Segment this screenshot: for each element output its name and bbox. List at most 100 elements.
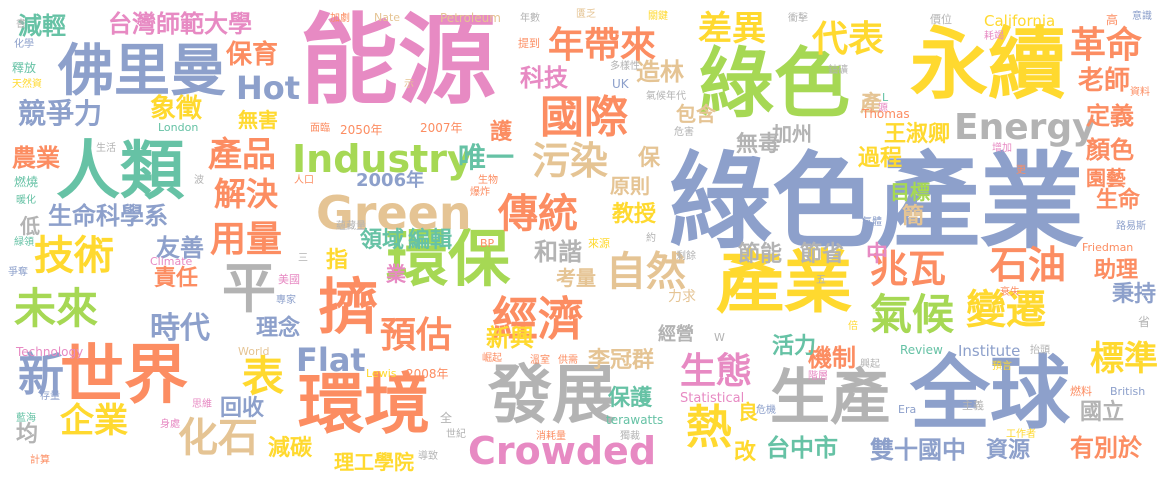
- word-century: 世紀: [446, 429, 466, 440]
- word-development: 發展: [488, 359, 616, 433]
- word-stock: 存量: [40, 391, 60, 402]
- word-vitality: 活力: [772, 334, 817, 359]
- word-key: 關鍵: [648, 11, 668, 22]
- word-energy-saving: 節能: [738, 242, 783, 267]
- word-thomas: Thomas: [862, 107, 910, 121]
- word-sustainable: 永續: [910, 20, 1067, 110]
- word-strive: 力求: [668, 289, 696, 305]
- word-increase: 增加: [992, 143, 1012, 154]
- word-year-brings: 年帶來: [548, 25, 657, 66]
- word-supply-demand: 供需: [558, 355, 578, 366]
- word-era-zh: 時代: [150, 311, 210, 346]
- word-difference: 差異: [698, 9, 766, 49]
- word-fossil: 化石: [178, 415, 258, 461]
- word-green-industry: 綠色產業: [668, 141, 1085, 263]
- word-hot-zh: 熱: [686, 400, 732, 454]
- word-cause: 導致: [418, 451, 438, 462]
- word-national: 國立: [1080, 400, 1125, 425]
- word-principle: 原則: [610, 174, 650, 198]
- word-release: 釋放: [12, 61, 37, 75]
- word-eco: 環保: [386, 222, 511, 295]
- word-emerging: 新興: [486, 324, 534, 352]
- word-even: 均: [16, 422, 39, 447]
- word-more: 更: [1016, 165, 1026, 176]
- word-green-collar: 緑領: [14, 237, 34, 248]
- word-change-gai: 改: [734, 440, 757, 465]
- word-thinking: 思維: [192, 399, 212, 410]
- word-only: 唯一: [458, 141, 515, 174]
- word-natural-res: 天然資: [12, 79, 42, 90]
- word-harmless: 無害: [238, 108, 278, 132]
- word-face: 面臨: [310, 123, 330, 134]
- word-taichung: 台中市: [766, 434, 838, 462]
- word-source: 來源: [588, 237, 610, 250]
- word-harm: 危害: [674, 127, 694, 138]
- word-product: 產品: [208, 135, 276, 175]
- word-dictator: 獨裁: [620, 431, 640, 442]
- word-traditional: 傳統: [498, 191, 578, 237]
- word-industry-en: Industry: [292, 137, 472, 181]
- word-responsibility: 責任: [154, 266, 199, 291]
- word-symbol: 象徵: [150, 94, 203, 124]
- word-times: 倍: [848, 321, 858, 332]
- word-estimate: 預估: [380, 315, 453, 356]
- word-global: 全球: [910, 347, 1070, 440]
- word-london: London: [158, 121, 199, 134]
- word-polytechnic: 理工學院: [334, 450, 414, 474]
- word-calculate: 計算: [30, 455, 50, 466]
- word-world-en: World: [238, 345, 270, 358]
- word-surplus: 剩餘: [676, 251, 696, 262]
- word-rise: 興起: [860, 359, 880, 370]
- word-population: 人口: [294, 175, 314, 186]
- word-different-from: 有別於: [1070, 434, 1142, 462]
- word-uphold: 秉持: [1112, 282, 1157, 307]
- word-future: 未來: [14, 284, 99, 333]
- word-five: 五: [816, 275, 826, 286]
- word-new: 新: [18, 348, 64, 402]
- word-technique: 技術: [34, 233, 114, 279]
- word-lewis-zh: 路易斯: [1116, 221, 1146, 232]
- word-workers: 工作者: [1006, 429, 1036, 440]
- word-shuangshi-jhs: 雙十國中: [870, 436, 966, 464]
- word-wang-shuqing: 王淑卿: [884, 122, 951, 147]
- word-low: 低: [20, 214, 40, 238]
- word-crowded-zh: 擠: [318, 273, 378, 343]
- word-production: 生產: [770, 363, 890, 433]
- word-usa: 美國: [278, 273, 300, 286]
- word-hot-en: Hot: [236, 69, 301, 107]
- word-good: 良: [738, 400, 758, 424]
- word-gas: 氣體: [862, 217, 882, 228]
- word-change: 變遷: [966, 287, 1046, 333]
- word-solve: 解決: [214, 175, 279, 213]
- word-standard: 標準: [1090, 339, 1158, 379]
- word-petroleum: Petroleum: [440, 11, 501, 25]
- word-combustion: 燃燒: [14, 175, 39, 189]
- word-represent: 代表: [812, 19, 885, 60]
- word-flat-zh: 平: [222, 257, 276, 320]
- word-province: 省: [1138, 315, 1151, 329]
- word-data: 資料: [1130, 87, 1150, 98]
- word-ism: 主義: [962, 399, 984, 412]
- word-non-toxic: 無毒: [736, 132, 781, 157]
- word-book: 書: [16, 19, 26, 30]
- word-ntnu: 台灣師範大學: [108, 10, 252, 38]
- word-lewis: Lewis: [366, 367, 397, 380]
- word-bp: BP: [480, 237, 495, 250]
- word-class: 階層: [808, 371, 828, 382]
- word-ascend: 崛起: [482, 353, 502, 364]
- word-nature: 自然: [606, 249, 686, 295]
- word-recycle: 回收: [220, 396, 265, 421]
- word-intensify: 加劇: [330, 13, 350, 24]
- word-reduce: 減輕: [18, 12, 66, 40]
- word-green-en: Green: [316, 186, 472, 240]
- word-megawatt: 兆瓦: [870, 247, 947, 291]
- word-diversity: 多樣性: [610, 61, 640, 72]
- word-uranium: 鈾礦: [828, 65, 848, 76]
- word-carbon-reduction: 減碳: [268, 436, 313, 461]
- word-international: 國際: [540, 92, 628, 143]
- word-green: 綠色: [698, 39, 850, 128]
- word-point: 指: [326, 248, 349, 273]
- word-greenhouse: 溫室: [530, 355, 550, 366]
- word-usage: 用量: [210, 219, 283, 260]
- word-li-guanqun: 李冠群: [588, 348, 655, 373]
